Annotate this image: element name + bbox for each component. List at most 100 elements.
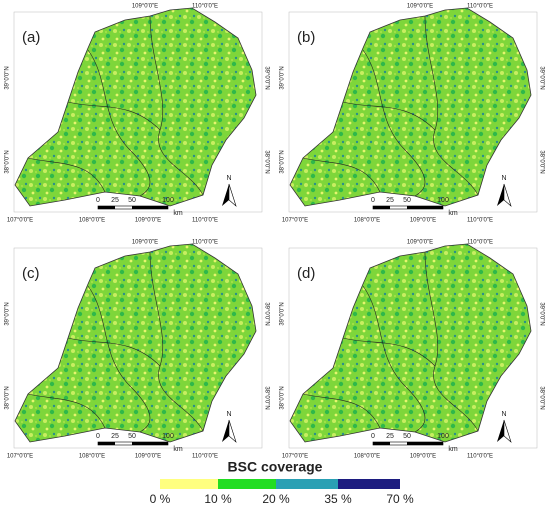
longitude-label: 109°0'0"E [132, 240, 158, 246]
longitude-label: 109°0'0"E [407, 240, 433, 246]
scale-bar-segment [132, 442, 168, 445]
longitude-label: 110°0'0"E [192, 4, 218, 10]
scale-bar-segment [373, 442, 390, 445]
scale-bar-segment [373, 206, 390, 209]
scale-label: 0 [371, 433, 375, 440]
longitude-label: 107°0'0"E [282, 218, 308, 224]
longitude-label: 107°0'0"E [7, 218, 33, 224]
scale-unit: km [448, 210, 458, 217]
legend-label: 35 % [324, 492, 352, 506]
north-label: N [226, 411, 231, 418]
longitude-label: 108°0'0"E [354, 454, 380, 460]
latitude-label: 39°0'0"N [280, 302, 286, 325]
longitude-label: 110°0'0"E [192, 218, 218, 224]
scale-bar-segment [407, 442, 443, 445]
scale-label: 0 [371, 197, 375, 204]
latitude-label: 39°0'0"N [538, 66, 544, 89]
latitude-label: 38°0'0"N [263, 150, 269, 173]
region [289, 243, 532, 443]
latitude-label: 39°0'0"N [280, 66, 286, 89]
north-arrow [497, 184, 504, 206]
scale-label: 50 [128, 197, 136, 204]
longitude-label: 109°0'0"E [410, 454, 436, 460]
north-label: N [501, 411, 506, 418]
scale-unit: km [173, 446, 183, 453]
legend-label: 70 % [386, 492, 414, 506]
legend-label: 0 % [150, 492, 171, 506]
latitude-label: 39°0'0"N [263, 302, 269, 325]
longitude-label: 109°0'0"E [135, 454, 161, 460]
north-label: N [226, 175, 231, 182]
north-arrow [222, 420, 229, 442]
latitude-label: 38°0'0"N [280, 150, 286, 173]
longitude-label: 109°0'0"E [135, 218, 161, 224]
legend-swatch [160, 479, 218, 489]
scale-label: 100 [162, 197, 174, 204]
boundary [302, 15, 479, 197]
map-frame [13, 11, 263, 213]
map-panel: (c) 109°0'0"E 110°0'0"E 107°0'0"E 108°0'0"E 1… [5, 240, 270, 460]
latitude-label: 39°0'0"N [263, 66, 269, 89]
longitude-label: 110°0'0"E [467, 218, 493, 224]
scale-bar-segment [98, 442, 115, 445]
scale-bar-segment [98, 206, 115, 209]
longitude-label: 108°0'0"E [79, 454, 105, 460]
latitude-label: 38°0'0"N [5, 386, 11, 409]
panel-label: (d) [297, 265, 315, 282]
latitude-label: 38°0'0"N [280, 386, 286, 409]
longitude-label: 108°0'0"E [354, 218, 380, 224]
map-panel: (a) 109°0'0"E 110°0'0"E 107°0'0"E 108°0'0"E 1… [5, 4, 270, 224]
boundary [27, 251, 204, 433]
longitude-label: 107°0'0"E [7, 454, 33, 460]
legend-title: BSC coverage [228, 459, 323, 475]
region [14, 7, 257, 207]
longitude-label: 110°0'0"E [467, 4, 493, 10]
longitude-label: 110°0'0"E [192, 454, 218, 460]
map-frame [288, 247, 538, 449]
north-label: N [501, 175, 506, 182]
map-panel: (d) 109°0'0"E 110°0'0"E 107°0'0"E 108°0'0"E 1… [280, 240, 545, 460]
north-arrow [228, 183, 237, 207]
map-panel: (b) 109°0'0"E 110°0'0"E 107°0'0"E 108°0'0"E 1… [280, 4, 545, 224]
scale-label: 50 [403, 433, 411, 440]
latitude-label: 38°0'0"N [263, 386, 269, 409]
latitude-label: 39°0'0"N [538, 302, 544, 325]
longitude-label: 110°0'0"E [192, 240, 218, 246]
scale-label: 25 [386, 433, 394, 440]
map-frame [288, 11, 538, 213]
scale-label: 100 [162, 433, 174, 440]
longitude-label: 108°0'0"E [79, 218, 105, 224]
scale-bar-segment [407, 206, 443, 209]
legend-swatch [276, 479, 338, 489]
map-frame [13, 247, 263, 449]
legend-swatch [218, 479, 276, 489]
latitude-label: 38°0'0"N [538, 150, 544, 173]
scale-label: 100 [437, 433, 449, 440]
scale-label: 25 [111, 433, 119, 440]
scale-bar-segment [132, 206, 168, 209]
region [289, 7, 532, 207]
boundary [27, 15, 204, 197]
latitude-label: 38°0'0"N [5, 150, 11, 173]
longitude-label: 109°0'0"E [410, 218, 436, 224]
legend-label: 20 % [262, 492, 290, 506]
scale-label: 100 [437, 197, 449, 204]
longitude-label: 109°0'0"E [132, 4, 158, 10]
longitude-label: 110°0'0"E [467, 454, 493, 460]
panel-label: (c) [22, 265, 40, 282]
latitude-label: 39°0'0"N [5, 66, 11, 89]
scale-unit: km [173, 210, 183, 217]
longitude-label: 109°0'0"E [407, 4, 433, 10]
legend-swatch [338, 479, 400, 489]
scale-label: 0 [96, 433, 100, 440]
scale-label: 25 [111, 197, 119, 204]
latitude-label: 38°0'0"N [538, 386, 544, 409]
north-arrow [228, 419, 237, 443]
legend-label: 10 % [204, 492, 232, 506]
scale-label: 25 [386, 197, 394, 204]
boundary [302, 251, 479, 433]
scale-label: 50 [128, 433, 136, 440]
north-arrow [497, 420, 504, 442]
region [14, 243, 257, 443]
